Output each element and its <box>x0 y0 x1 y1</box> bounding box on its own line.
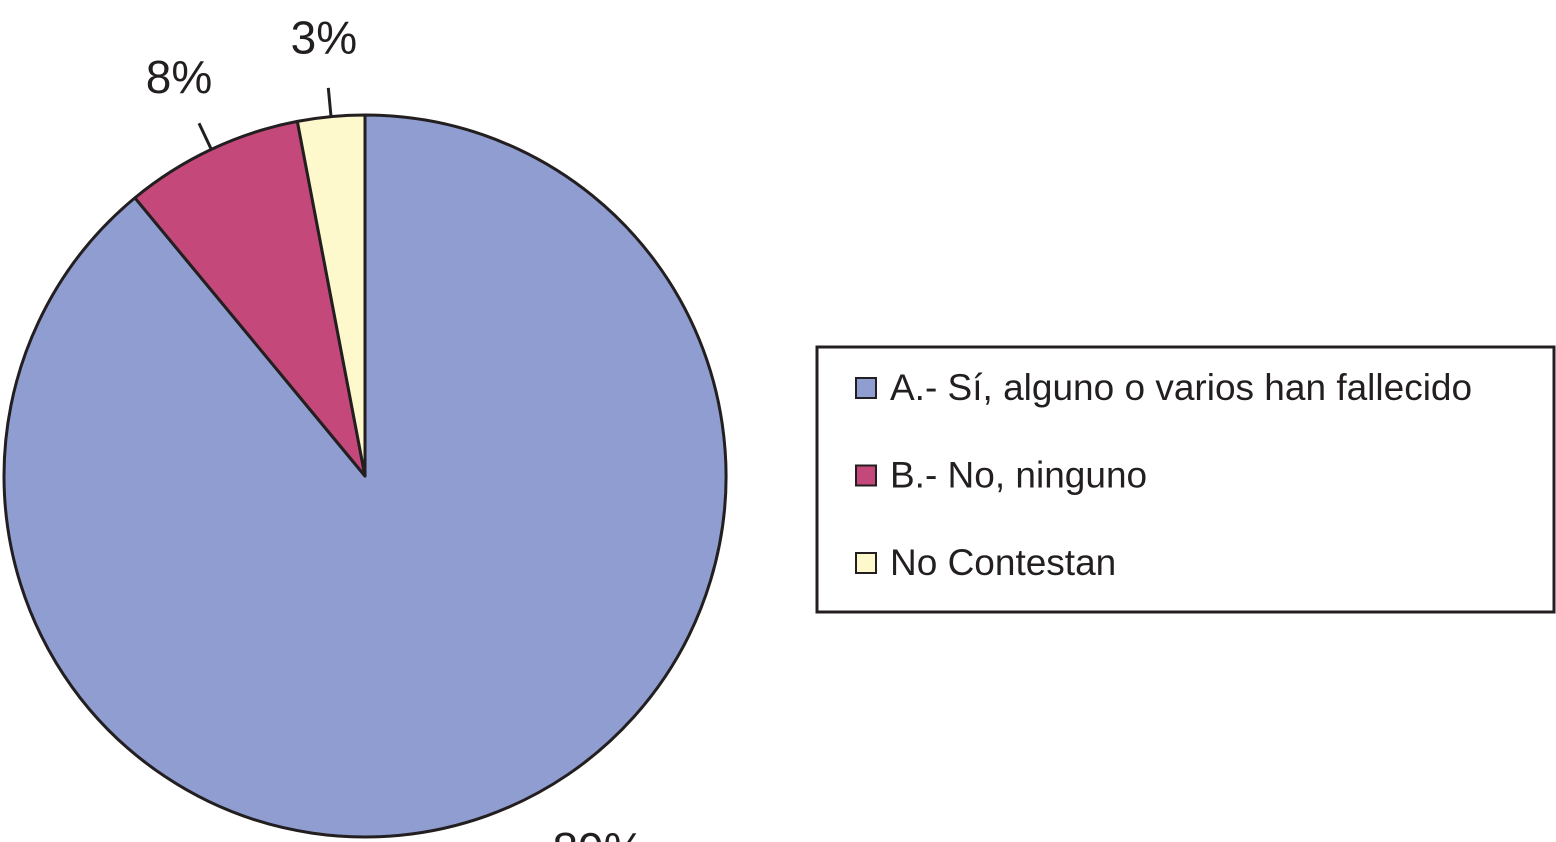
pie-slice <box>295 113 367 478</box>
legend-label: A.- Sí, alguno o varios han fallecido <box>890 367 1472 408</box>
data-label: 3% <box>291 11 357 63</box>
data-label: 89% <box>553 823 645 842</box>
data-label: 8% <box>146 51 212 103</box>
legend-box <box>815 345 1556 614</box>
leader-line <box>197 122 213 150</box>
legend-swatch <box>855 464 877 487</box>
leader-line <box>326 87 333 117</box>
legend-label: B.- No, ninguno <box>890 454 1147 495</box>
legend-swatch <box>855 377 877 399</box>
legend-swatch <box>855 552 877 574</box>
legend-label: No Contestan <box>890 542 1116 583</box>
